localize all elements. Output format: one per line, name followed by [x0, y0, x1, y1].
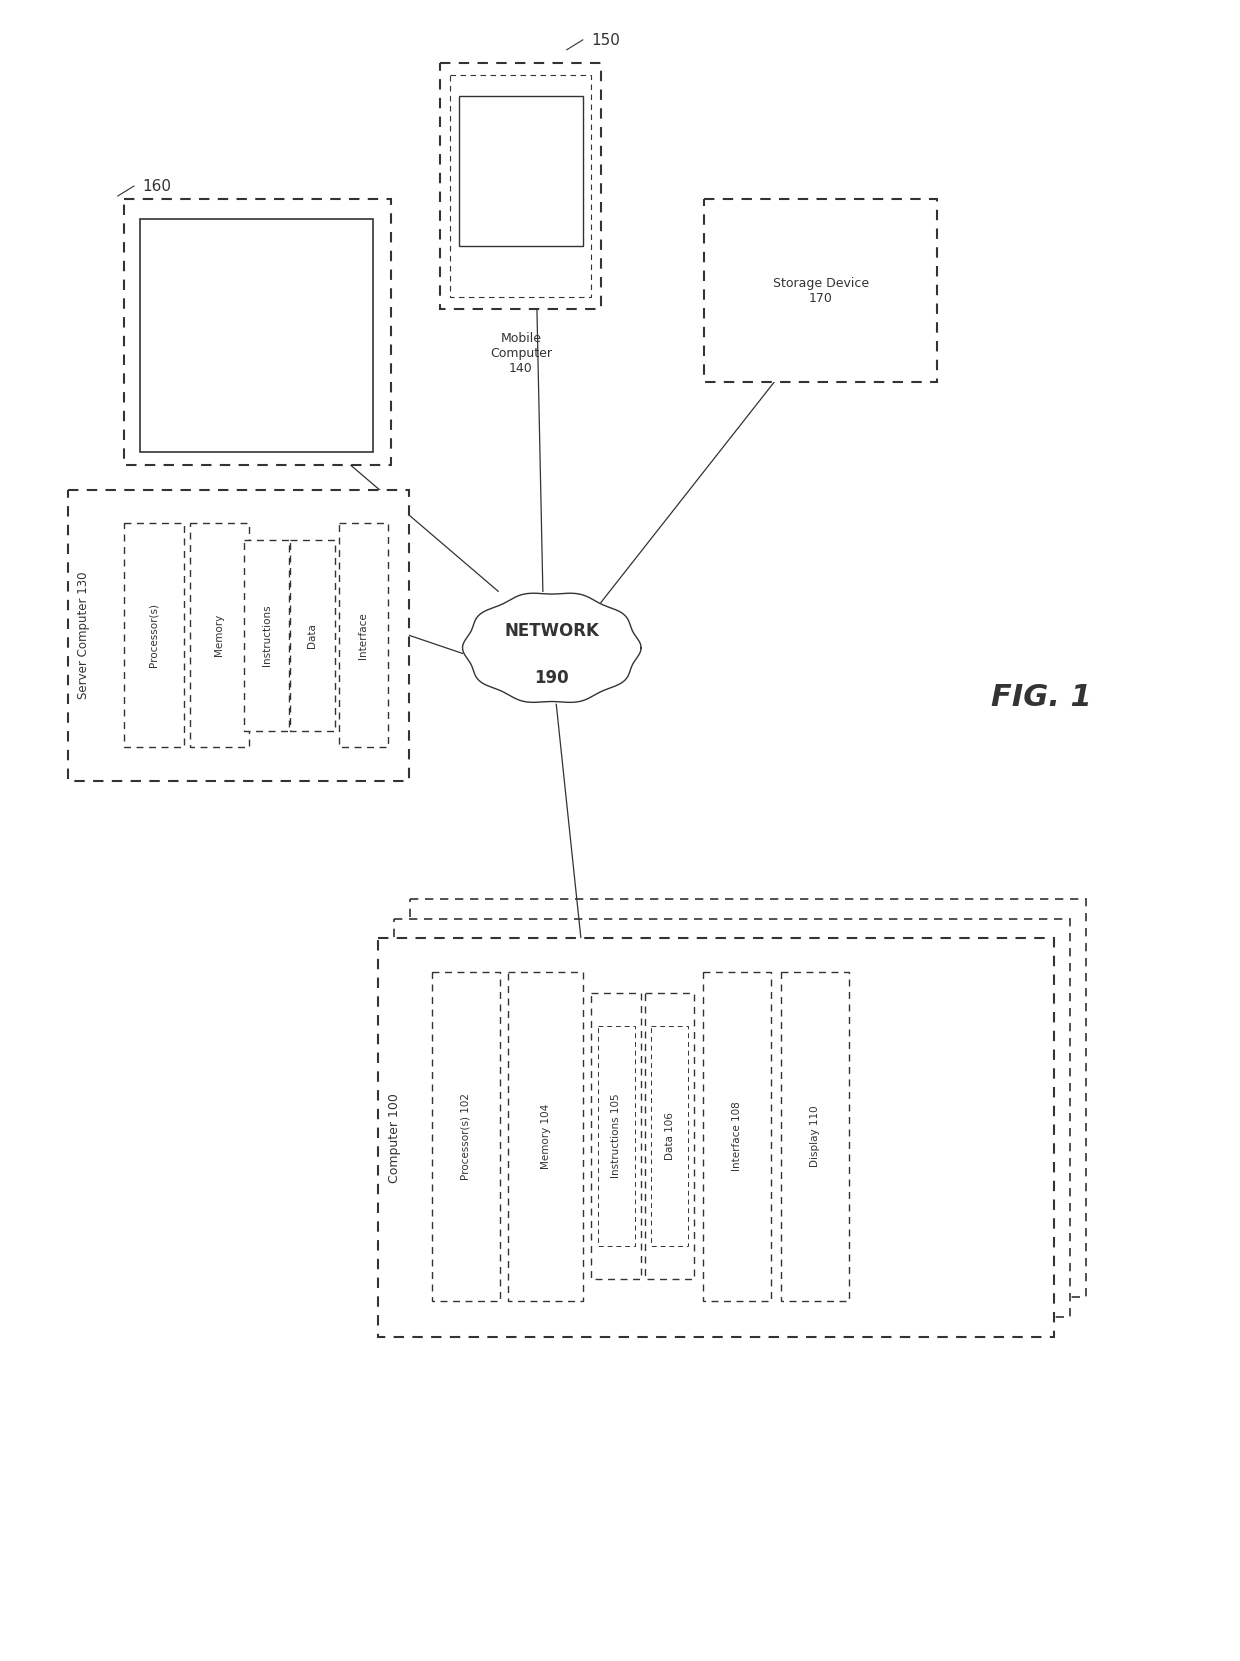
Text: 150: 150 — [591, 33, 620, 48]
Text: Memory: Memory — [215, 615, 224, 656]
Bar — [459, 96, 583, 246]
Bar — [781, 972, 849, 1301]
Text: Storage Device
170: Storage Device 170 — [773, 277, 869, 304]
Text: Data: Data — [308, 623, 317, 648]
Bar — [703, 972, 771, 1301]
Text: FIG. 1: FIG. 1 — [991, 683, 1092, 713]
Bar — [68, 490, 409, 781]
Bar — [378, 938, 1054, 1337]
Text: Interface: Interface — [358, 611, 368, 659]
Text: NETWORK: NETWORK — [505, 623, 599, 639]
Text: 190: 190 — [534, 669, 569, 686]
Text: Memory 104: Memory 104 — [541, 1103, 551, 1169]
Bar — [124, 523, 184, 747]
Text: Data 106: Data 106 — [665, 1113, 675, 1159]
Text: Display 110: Display 110 — [810, 1105, 821, 1168]
Polygon shape — [463, 593, 641, 703]
Text: Instructions 105: Instructions 105 — [611, 1095, 621, 1178]
Text: Server Computer 130: Server Computer 130 — [77, 571, 89, 699]
Bar — [432, 972, 500, 1301]
Bar — [591, 993, 641, 1279]
Bar — [339, 523, 388, 747]
Bar — [190, 523, 249, 747]
Text: Computer 100: Computer 100 — [388, 1093, 401, 1183]
Bar — [140, 219, 373, 452]
Bar — [704, 199, 937, 382]
Text: Mobile
Computer
140: Mobile Computer 140 — [490, 332, 552, 375]
Bar — [124, 199, 391, 465]
Bar — [598, 1026, 635, 1246]
Bar — [290, 540, 335, 731]
Text: Instructions: Instructions — [262, 605, 272, 666]
Text: Processor(s): Processor(s) — [149, 603, 159, 668]
Bar — [645, 993, 694, 1279]
Text: 160: 160 — [143, 179, 171, 194]
Bar — [244, 540, 289, 731]
Bar — [440, 63, 601, 309]
Text: Processor(s) 102: Processor(s) 102 — [460, 1093, 471, 1179]
Text: Interface 108: Interface 108 — [732, 1101, 743, 1171]
Bar — [508, 972, 583, 1301]
Bar — [651, 1026, 688, 1246]
Bar — [450, 75, 591, 297]
Bar — [410, 899, 1086, 1297]
Bar — [394, 919, 1070, 1317]
